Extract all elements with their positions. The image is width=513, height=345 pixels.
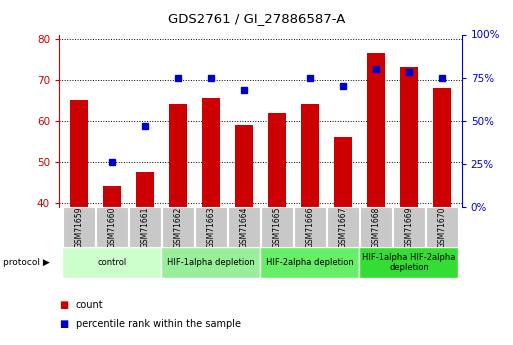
- Text: GSM71667: GSM71667: [339, 206, 347, 248]
- Bar: [261, 247, 360, 278]
- Bar: [235, 125, 253, 207]
- Text: GSM71660: GSM71660: [107, 206, 116, 248]
- Text: GSM71666: GSM71666: [305, 206, 314, 248]
- Text: GSM71664: GSM71664: [240, 206, 248, 248]
- Text: GSM71668: GSM71668: [371, 206, 380, 247]
- Bar: [62, 247, 161, 278]
- Text: control: control: [97, 258, 126, 267]
- Text: GSM71659: GSM71659: [74, 206, 83, 248]
- Text: GSM71669: GSM71669: [404, 206, 413, 248]
- Text: GSM71670: GSM71670: [438, 206, 446, 248]
- Bar: [393, 207, 425, 247]
- Bar: [136, 172, 154, 207]
- Text: ■: ■: [59, 319, 68, 329]
- Bar: [202, 98, 220, 207]
- Text: HIF-2alpha depletion: HIF-2alpha depletion: [266, 258, 354, 267]
- Bar: [327, 207, 359, 247]
- Bar: [400, 67, 418, 207]
- Bar: [367, 53, 385, 207]
- Text: GSM71663: GSM71663: [206, 206, 215, 248]
- Text: percentile rank within the sample: percentile rank within the sample: [76, 319, 241, 329]
- Text: GDS2761 / GI_27886587-A: GDS2761 / GI_27886587-A: [168, 12, 345, 25]
- Bar: [301, 104, 319, 207]
- Text: GSM71661: GSM71661: [141, 206, 149, 247]
- Text: HIF-1alpha HIF-2alpha
depletion: HIF-1alpha HIF-2alpha depletion: [362, 253, 456, 272]
- Bar: [169, 104, 187, 207]
- Bar: [261, 207, 293, 247]
- Bar: [426, 207, 458, 247]
- Bar: [103, 186, 121, 207]
- Text: ■: ■: [59, 300, 68, 310]
- Text: count: count: [76, 300, 104, 310]
- Text: GSM71665: GSM71665: [272, 206, 281, 248]
- Bar: [63, 207, 95, 247]
- Bar: [194, 207, 227, 247]
- Text: GSM71662: GSM71662: [173, 206, 182, 247]
- Bar: [334, 137, 352, 207]
- Bar: [433, 88, 451, 207]
- Bar: [95, 207, 128, 247]
- Bar: [70, 100, 88, 207]
- Bar: [129, 207, 161, 247]
- Bar: [360, 207, 392, 247]
- Bar: [228, 207, 260, 247]
- Text: protocol ▶: protocol ▶: [3, 258, 49, 267]
- Bar: [360, 247, 459, 278]
- Bar: [161, 247, 261, 278]
- Bar: [293, 207, 326, 247]
- Bar: [162, 207, 194, 247]
- Text: HIF-1alpha depletion: HIF-1alpha depletion: [167, 258, 255, 267]
- Bar: [268, 112, 286, 207]
